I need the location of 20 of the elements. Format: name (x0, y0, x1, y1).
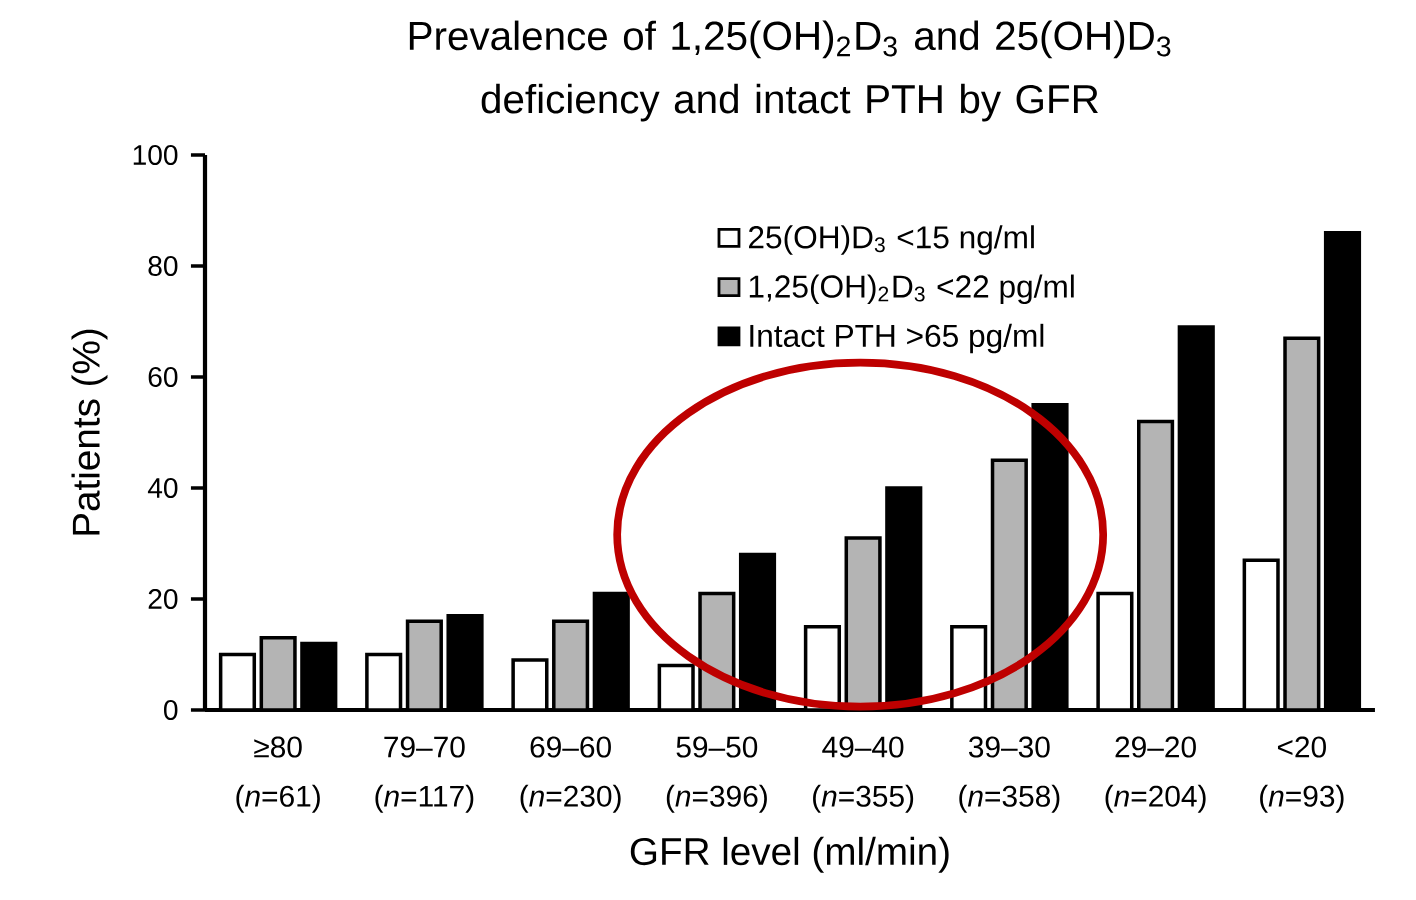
x-tick-label: <20 (n=93) (1260, 736, 1344, 813)
legend-label: 1,25(OH)$_{2}$D$_{3}$ <22 pg/ml (749, 274, 1074, 305)
x-tick-label: 39–30 (n=358) (959, 736, 1060, 813)
y-axis-title: Patients (%) (71, 329, 108, 535)
legend-label: 25(OH)D$_{3}$ <15 ng/ml (749, 225, 1034, 255)
y-tick-label: 20 (148, 589, 178, 609)
y-tick-label: 40 (147, 478, 178, 498)
y-tick-label: 80 (148, 256, 178, 276)
x-tick-label: ≥80 (n=61) (236, 736, 320, 813)
legend-label: Intact PTH >65 pg/ml (750, 323, 1044, 354)
y-tick-label: 0 (163, 700, 178, 720)
y-tick-label: 100 (133, 145, 178, 165)
x-tick-label: 29–20 (n=204) (1105, 736, 1206, 813)
x-tick-label: 79–70 (n=117) (375, 736, 474, 813)
chart-title: Prevalence of 1,25(OH)$_{2}$D$_{3}$ and 25(OH)D$_{3}$ deficiency and intact PTH by GFR (409, 20, 1171, 122)
y-tick-label: 60 (148, 367, 178, 387)
x-tick-label: 49–40 (n=355) (813, 736, 914, 813)
x-axis-title: GFR level (ml/min) (630, 836, 949, 873)
x-tick-label: 69–60 (n=230) (520, 736, 621, 813)
x-tick-label: 59–50 (n=396) (666, 736, 767, 813)
